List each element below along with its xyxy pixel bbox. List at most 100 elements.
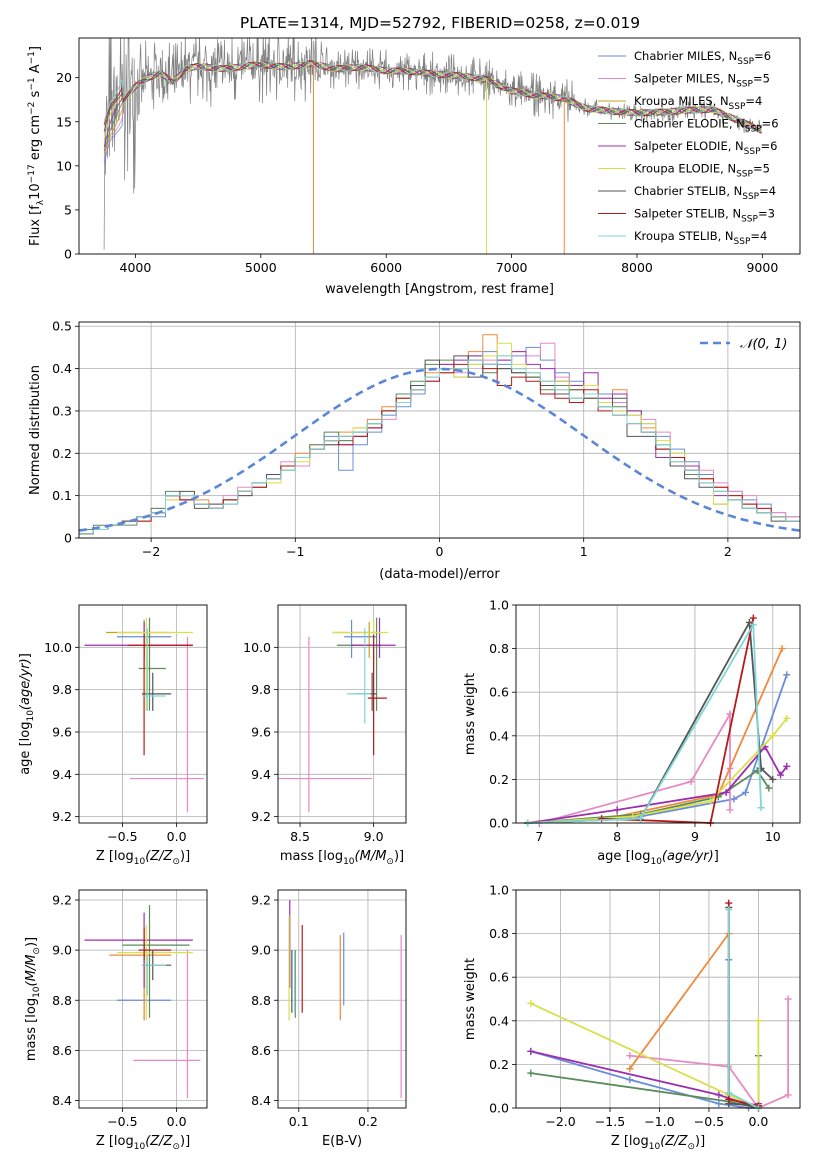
mass_vs_ebv-xlabel: E(B-V) [322, 1134, 362, 1149]
age_vs_z-xtick-label: −0.5 [107, 829, 137, 844]
age_vs_z-xtick-label: 0.0 [167, 829, 187, 844]
legend-label: Chabrier STELIB, NSSP=4 [634, 184, 776, 202]
legend-label: Kroupa MILES, NSSP=4 [634, 94, 762, 112]
weight_vs_age-xtick-label: 7 [535, 829, 543, 844]
spectrum-xlabel: wavelength [Angstrom, rest frame] [325, 282, 554, 297]
weight-point-marker [725, 1095, 733, 1103]
weight_vs_z-ytick-label: 0.8 [489, 926, 509, 941]
weight-point-marker [626, 1065, 634, 1073]
weight_vs_age-ylabel: mass weight [463, 673, 478, 755]
age_vs_mass-xlabel: mass [log10(M/M⊙)] [280, 849, 404, 867]
weight_vs_age-xtick-label: 8 [613, 829, 621, 844]
residuals-ytick-label: 0.3 [52, 403, 72, 418]
weight-point-marker [757, 804, 765, 812]
weight-series-line [527, 745, 788, 824]
weight-point-marker [778, 645, 786, 653]
residuals-xtick-label: 2 [724, 544, 732, 559]
weight-point-marker [613, 806, 621, 814]
residuals-ytick-label: 0 [64, 531, 72, 546]
weight_vs_z-xtick-label: −1.5 [595, 1114, 625, 1129]
mass_vs_ebv-axes: 0.1 0.2 8.4 8.6 8.8 9.0 9.2 E(B-V) [251, 889, 407, 1149]
residuals-xtick-label: −1 [286, 544, 304, 559]
spectrum-xtick-label: 9000 [746, 260, 778, 275]
mass_vs_ebv-ytick-label: 8.4 [251, 1093, 271, 1108]
mass_vs_z-plot-area [84, 905, 201, 1098]
age_vs_mass-xtick-label: 8.5 [290, 829, 310, 844]
weight_vs_z-xtick-label: 0.0 [748, 1114, 768, 1129]
residuals-ylabel: Normed distribution [28, 365, 43, 495]
spectrum-ylabel: Flux [fλ10−17 erg cm−2 s−1 A−1] [27, 46, 46, 246]
weight-point-marker [784, 995, 792, 1003]
spectrum-model-line [103, 60, 762, 134]
legend-label: Kroupa ELODIE, NSSP=5 [634, 162, 770, 180]
weight_vs_age-ytick-label: 0.4 [489, 728, 509, 743]
spectrum-xtick-label: 4000 [120, 260, 152, 275]
weight-point-marker [765, 784, 773, 792]
weight_vs_age-ytick-label: 1.0 [489, 598, 509, 613]
age_vs_mass-ytick-label: 9.2 [251, 809, 271, 824]
age_vs_z-ytick-label: 9.2 [52, 809, 72, 824]
weight-point-marker [527, 1069, 535, 1077]
spectrum-ytick-label: 15 [56, 114, 72, 129]
weight-point-marker [722, 788, 730, 796]
weight-point-marker [784, 1091, 792, 1099]
legend-label: Kroupa STELIB, NSSP=4 [634, 229, 767, 247]
weight-point-marker [726, 806, 734, 814]
weight-point-marker [707, 797, 715, 805]
weight_vs_age-plot-area [524, 614, 791, 827]
residuals-ytick-label: 0.4 [52, 361, 72, 376]
legend-label: Chabrier MILES, NSSP=6 [634, 49, 771, 67]
weight-point-marker [783, 714, 791, 722]
weight-point-marker [749, 621, 757, 629]
spectrum-data-line [103, 38, 763, 250]
spectrum-ytick-label: 5 [64, 202, 72, 217]
weight_vs_z-xtick-label: −1.0 [644, 1114, 674, 1129]
weight_vs_z-xlabel: Z [log10(Z/Z⊙)] [611, 1134, 705, 1152]
age_vs_z-ytick-label: 9.6 [52, 724, 72, 739]
mass_vs_ebv-frame [277, 889, 407, 1109]
weight-point-marker [726, 710, 734, 718]
spectrum-xtick-label: 8000 [621, 260, 653, 275]
residuals-ytick-label: 0.2 [52, 446, 72, 461]
spectrum-xtick-label: 6000 [370, 260, 402, 275]
spectrum-frame [78, 37, 801, 255]
mass_vs_ebv-ytick-label: 9.2 [251, 893, 271, 908]
legend-label: 𝒩(0, 1) [740, 337, 787, 352]
age_vs_z-frame [78, 604, 208, 824]
mass_vs_z-xtick-label: −0.5 [107, 1114, 137, 1129]
residuals-axes: −2 −1 0 1 2 0 0.1 0.2 0.3 0.4 0.5 (data-model)/erro… [28, 319, 801, 582]
mass_vs_ebv-ytick-label: 9.0 [251, 943, 271, 958]
spectrum-model-line [103, 61, 762, 132]
mass_vs_ebv-plot-area [288, 900, 402, 1098]
weight-point-marker [777, 771, 785, 779]
mass_vs_ebv-ytick-label: 8.8 [251, 993, 271, 1008]
age_vs_z-ytick-label: 9.8 [52, 682, 72, 697]
mass_vs_z-ytick-label: 8.8 [52, 993, 72, 1008]
residuals-plot-area [79, 334, 800, 535]
histogram-series [79, 355, 800, 535]
mass_vs_z-xlabel: Z [log10(Z/Z⊙)] [96, 1134, 190, 1152]
weight_vs_age-ytick-label: 0.0 [489, 816, 509, 831]
weight-series-line [527, 621, 762, 824]
weight_vs_z-ytick-label: 0.4 [489, 1013, 509, 1028]
weight-point-marker [769, 775, 777, 783]
weight_vs_z-ytick-label: 1.0 [489, 883, 509, 898]
age_vs_mass-ytick-label: 10.0 [243, 640, 271, 655]
weight-point-marker [527, 1047, 535, 1055]
figure-title: PLATE=1314, MJD=52792, FIBERID=0258, z=0… [240, 14, 640, 32]
weight-point-marker [783, 671, 791, 679]
residuals-xtick-label: 0 [436, 544, 444, 559]
weight_vs_z-xtick-label: −0.5 [694, 1114, 724, 1129]
spectrum-xtick-label: 7000 [496, 260, 528, 275]
weight_vs_z-axes: −2.0 −1.5 −1.0 −0.5 0.0 0.0 0.2 0.4 0.6 0.8 1.0 Z [… [463, 883, 801, 1152]
weight-point-marker [742, 788, 750, 796]
weight-point-marker [636, 815, 644, 823]
residuals-xlabel: (data-model)/error [379, 567, 500, 582]
weight_vs_age-xtick-label: 9 [691, 829, 699, 844]
weight_vs_z-ytick-label: 0.2 [489, 1057, 509, 1072]
residuals-ytick-label: 0.1 [52, 488, 72, 503]
weight-point-marker [730, 795, 738, 803]
weight_vs_z-xtick-label: −2.0 [545, 1114, 575, 1129]
spectrum-model-line [103, 60, 762, 134]
